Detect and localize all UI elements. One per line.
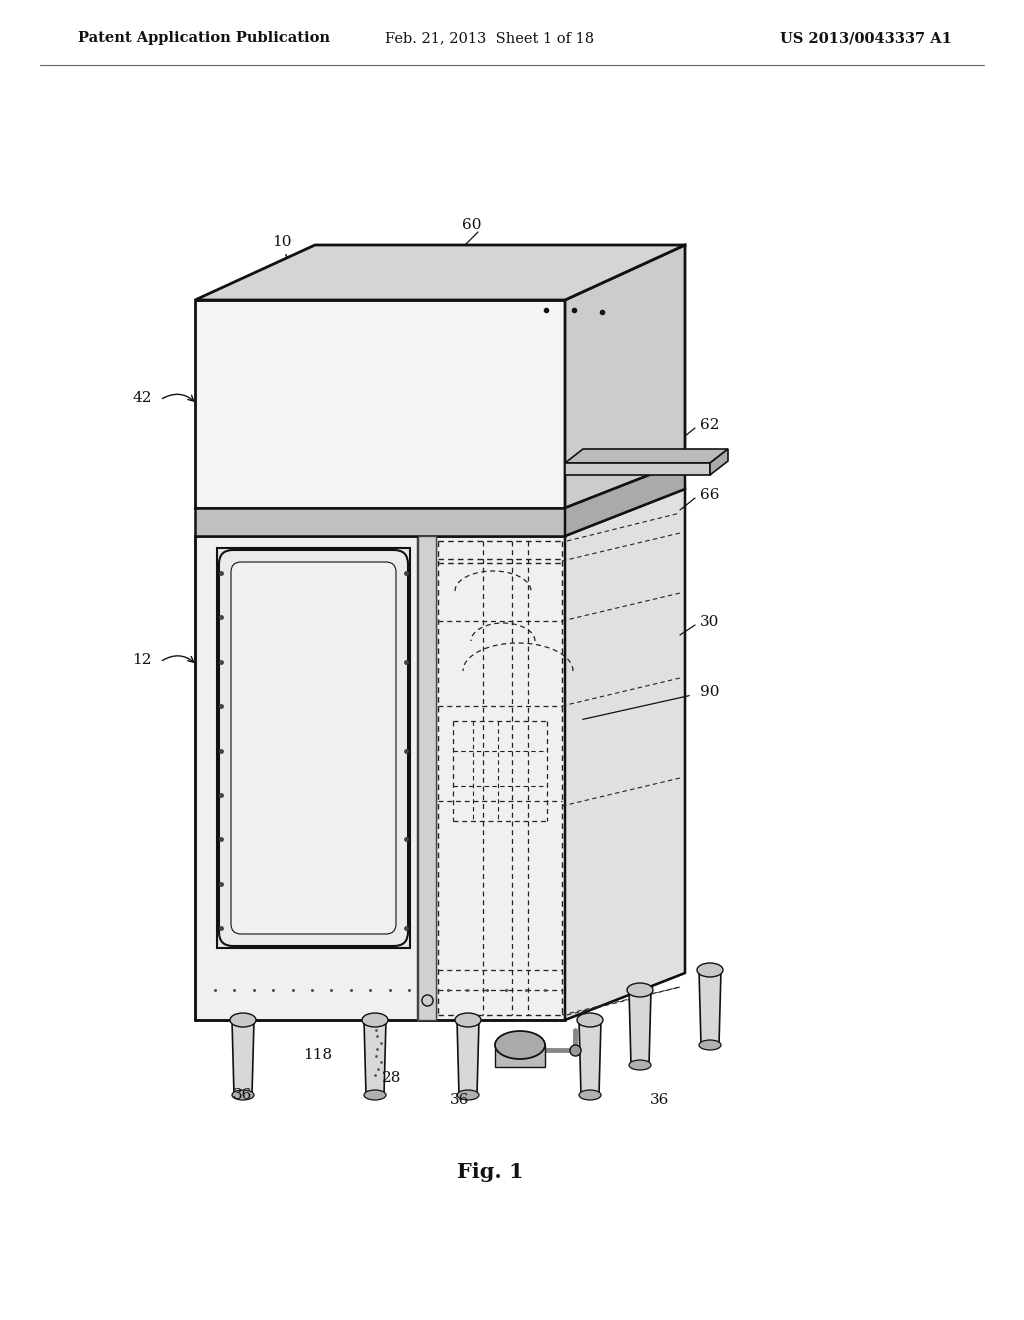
Text: 118: 118: [303, 1048, 333, 1063]
Text: 66: 66: [700, 488, 720, 502]
Polygon shape: [565, 463, 710, 475]
Polygon shape: [495, 1045, 545, 1067]
Text: 10: 10: [272, 235, 292, 249]
Text: 62: 62: [700, 418, 720, 432]
Ellipse shape: [230, 1012, 256, 1027]
Ellipse shape: [364, 1090, 386, 1100]
Text: 36: 36: [650, 1093, 670, 1107]
Ellipse shape: [455, 1012, 481, 1027]
Polygon shape: [232, 1020, 254, 1096]
Polygon shape: [217, 548, 410, 948]
Text: 42: 42: [132, 391, 152, 405]
Text: 12: 12: [132, 653, 152, 667]
Text: 60: 60: [462, 218, 481, 232]
Polygon shape: [710, 449, 728, 475]
Text: 90: 90: [700, 685, 720, 700]
Text: 28: 28: [382, 1071, 401, 1085]
Text: Fig. 1: Fig. 1: [457, 1162, 523, 1181]
Polygon shape: [195, 508, 565, 536]
Text: 36: 36: [233, 1088, 253, 1102]
Ellipse shape: [629, 1060, 651, 1071]
Ellipse shape: [362, 1012, 388, 1027]
Polygon shape: [195, 246, 685, 300]
Text: 36: 36: [451, 1093, 470, 1107]
FancyBboxPatch shape: [231, 562, 396, 935]
Ellipse shape: [495, 1031, 545, 1059]
Ellipse shape: [577, 1012, 603, 1027]
Ellipse shape: [579, 1090, 601, 1100]
Polygon shape: [364, 1020, 386, 1096]
Text: 30: 30: [700, 615, 720, 630]
Text: Feb. 21, 2013  Sheet 1 of 18: Feb. 21, 2013 Sheet 1 of 18: [385, 30, 595, 45]
Text: US 2013/0043337 A1: US 2013/0043337 A1: [780, 30, 952, 45]
Polygon shape: [565, 246, 685, 508]
Ellipse shape: [699, 1040, 721, 1049]
Polygon shape: [565, 488, 685, 1020]
FancyBboxPatch shape: [219, 550, 408, 946]
Polygon shape: [699, 970, 721, 1045]
Polygon shape: [565, 461, 685, 536]
Ellipse shape: [232, 1090, 254, 1100]
Polygon shape: [457, 1020, 479, 1096]
Ellipse shape: [457, 1090, 479, 1100]
Ellipse shape: [697, 964, 723, 977]
Polygon shape: [565, 449, 728, 463]
Polygon shape: [579, 1020, 601, 1096]
Polygon shape: [418, 536, 436, 1020]
Ellipse shape: [627, 983, 653, 997]
Polygon shape: [629, 990, 651, 1065]
Polygon shape: [195, 536, 565, 1020]
Text: Patent Application Publication: Patent Application Publication: [78, 30, 330, 45]
Polygon shape: [195, 300, 565, 508]
